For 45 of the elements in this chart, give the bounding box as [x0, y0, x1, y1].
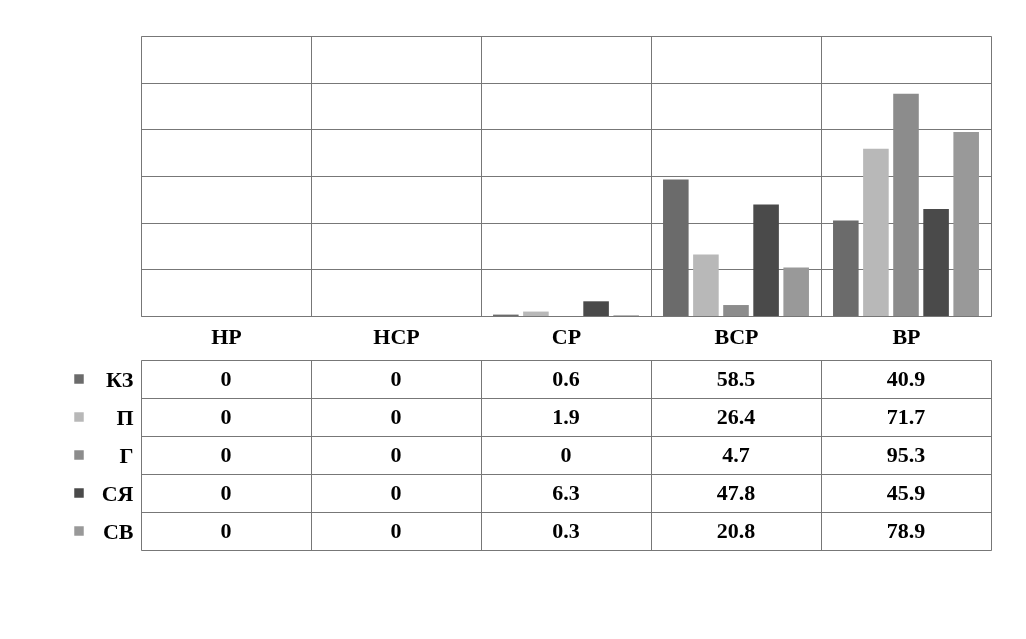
data-label: 47.8: [716, 480, 756, 505]
data-label: 4.7: [722, 442, 750, 467]
legend-label: П: [116, 404, 134, 430]
x-tick-label: СР: [551, 323, 582, 349]
data-label: 0.6: [552, 366, 580, 391]
bar: [893, 93, 919, 316]
data-label: 40.9: [886, 366, 926, 391]
legend-label: Г: [119, 442, 134, 468]
data-label: 26.4: [716, 404, 756, 429]
x-tick-label: ВР: [892, 323, 921, 349]
bar: [863, 148, 889, 316]
bar: [693, 254, 719, 316]
data-label: 0: [390, 366, 402, 391]
x-tick-label: НСР: [373, 323, 420, 349]
data-label: 0: [220, 404, 232, 429]
data-label: 0: [220, 480, 232, 505]
legend-label: СЯ: [101, 480, 134, 506]
bar: [783, 267, 809, 316]
x-tick-label: НР: [211, 323, 242, 349]
data-label: 95.3: [886, 442, 926, 467]
bar: [953, 131, 979, 316]
legend-label: СВ: [102, 518, 134, 544]
bar: [723, 305, 749, 316]
legend-label: КЗ: [105, 366, 134, 392]
data-label: 58.5: [716, 366, 756, 391]
data-label: 0: [560, 442, 572, 467]
data-label: 0: [220, 442, 232, 467]
bar: [523, 311, 549, 316]
bar: [753, 204, 779, 316]
data-label: 0: [220, 366, 232, 391]
data-label: 0: [390, 480, 402, 505]
data-label: 6.3: [552, 480, 580, 505]
data-label: 20.8: [716, 518, 756, 543]
data-label: 71.7: [886, 404, 926, 429]
data-label: 0: [220, 518, 232, 543]
bar: [583, 301, 609, 316]
data-label: 0: [390, 442, 402, 467]
data-label: 0: [390, 404, 402, 429]
bar: [923, 208, 949, 316]
x-tick-label: ВСР: [714, 323, 759, 349]
data-label: 45.9: [886, 480, 926, 505]
data-label: 0.3: [552, 518, 580, 543]
data-label: 78.9: [886, 518, 926, 543]
data-label: 1.9: [552, 404, 580, 429]
data-label: 0: [390, 518, 402, 543]
